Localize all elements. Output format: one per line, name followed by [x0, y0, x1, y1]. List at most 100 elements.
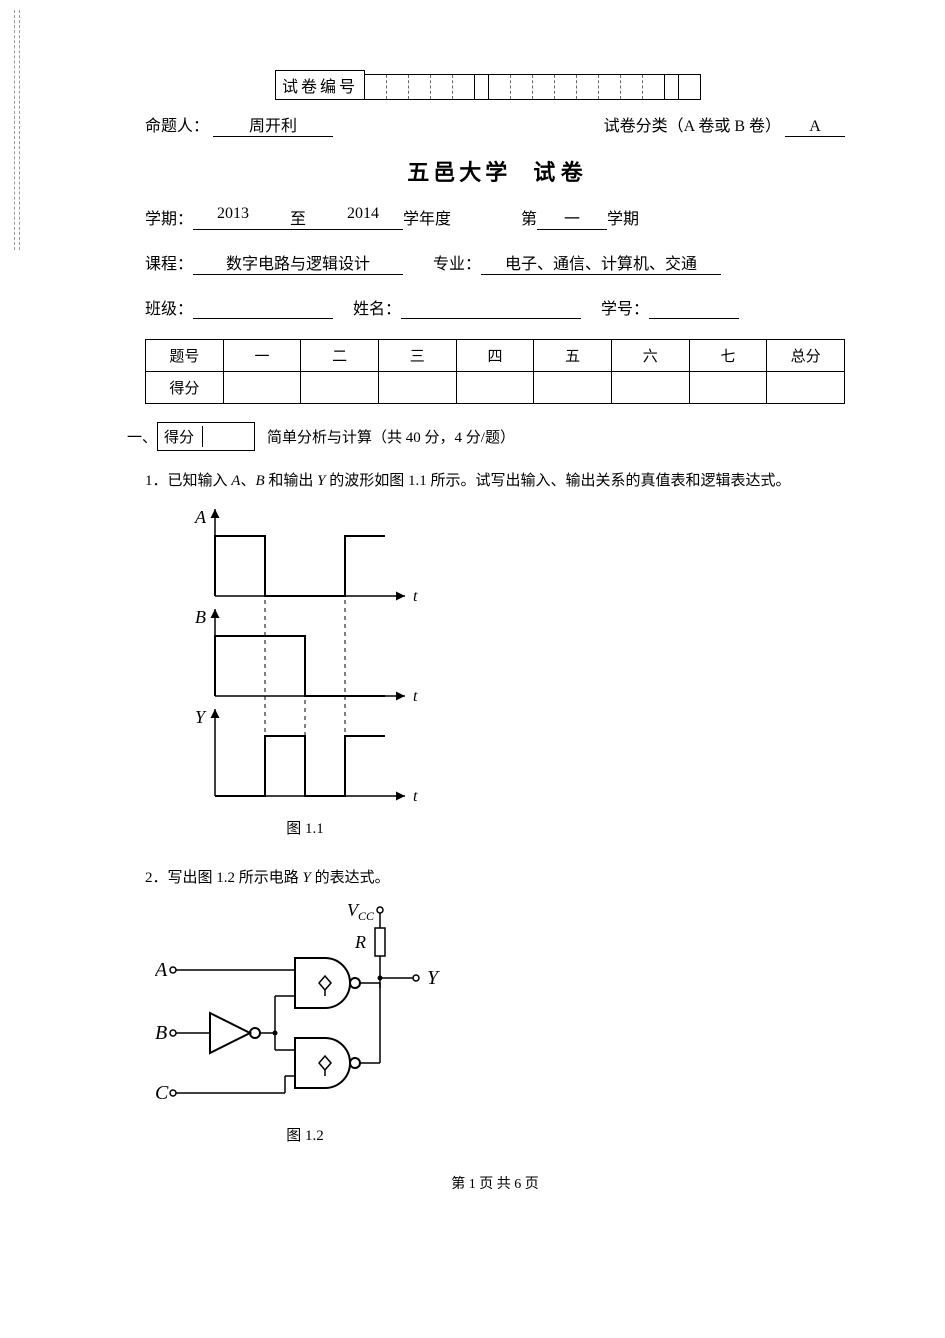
id-field[interactable]	[649, 295, 739, 319]
code-cell[interactable]	[679, 75, 701, 99]
output-terminal-icon	[413, 975, 419, 981]
question-2: 2．写出图 1.2 所示电路 Y 的表达式。	[145, 866, 845, 890]
code-cell[interactable]	[453, 75, 475, 99]
score-cell[interactable]	[534, 372, 612, 404]
score-cell[interactable]	[301, 372, 379, 404]
input-terminal-icon	[170, 1090, 176, 1096]
figure-1-1: A t B t Y t 图 1.1	[175, 501, 845, 838]
major-name: 电子、通信、计算机、交通	[481, 250, 721, 275]
author-block: 命题人： 周开利	[145, 112, 333, 137]
not-gate-icon	[210, 1013, 260, 1053]
score-cell[interactable]	[223, 372, 301, 404]
input-b-label: B	[155, 1022, 167, 1044]
section-header: 一、 得分 简单分析与计算（共 40 分，4 分/题）	[127, 422, 845, 451]
paper-code-row: 试卷编号	[275, 70, 845, 100]
class-label: 班级：	[145, 295, 193, 319]
mini-box-label: 得分	[164, 426, 203, 447]
q2-text: 2．写出图 1.2 所示电路	[145, 870, 303, 886]
ord-label: 第	[521, 205, 537, 230]
course-label: 课程：	[145, 250, 193, 275]
q1-mid: 和输出	[265, 473, 318, 489]
code-cell[interactable]	[643, 75, 665, 99]
year-to: 2014	[323, 205, 403, 230]
code-gap	[475, 75, 489, 99]
var-y: Y	[303, 870, 311, 886]
col-head: 七	[689, 340, 767, 372]
term-unit: 学期	[607, 205, 639, 230]
input-terminal-icon	[170, 1030, 176, 1036]
class-field[interactable]	[193, 295, 333, 319]
nand-gate-top-icon	[295, 958, 360, 1008]
name-label: 姓名：	[353, 295, 401, 319]
mini-score-field[interactable]	[203, 426, 248, 447]
score-cell[interactable]	[456, 372, 534, 404]
term-label: 学期：	[145, 205, 193, 230]
input-c-label: C	[155, 1082, 169, 1104]
page-footer: 第 1 页 共 6 页	[145, 1173, 845, 1193]
q2-suffix: 的表达式。	[311, 870, 390, 886]
code-cell[interactable]	[409, 75, 431, 99]
code-gap	[665, 75, 679, 99]
q1-suffix: 的波形如图 1.1 所示。试写出输入、输出关系的真值表和逻辑表达式。	[325, 473, 790, 489]
code-cell[interactable]	[577, 75, 599, 99]
section-title: 简单分析与计算（共 40 分，4 分/题）	[267, 426, 515, 447]
waveform-svg: A t B t Y t	[175, 501, 435, 811]
axis-label-t: t	[413, 788, 418, 805]
code-cell[interactable]	[599, 75, 621, 99]
score-cell[interactable]	[689, 372, 767, 404]
semester-line: 学期： 2013 至 2014 学年度 第 一 学期	[145, 205, 845, 230]
code-cell[interactable]	[621, 75, 643, 99]
code-cells-group1	[365, 74, 701, 100]
ord-value: 一	[537, 205, 607, 230]
code-cell[interactable]	[533, 75, 555, 99]
col-head: 四	[456, 340, 534, 372]
axis-label-y: Y	[195, 707, 207, 727]
code-label: 试卷编号	[275, 70, 365, 100]
col-head: 一	[223, 340, 301, 372]
col-head: 三	[378, 340, 456, 372]
exam-word: 试 卷	[533, 160, 583, 185]
input-terminal-icon	[170, 967, 176, 973]
col-head: 五	[534, 340, 612, 372]
code-cell[interactable]	[555, 75, 577, 99]
input-a-label: A	[155, 959, 168, 981]
code-cell[interactable]	[431, 75, 453, 99]
binding-margin	[14, 10, 20, 250]
score-mini-box: 得分	[157, 422, 255, 451]
university-name: 五邑大学	[407, 160, 511, 185]
col-head: 总分	[767, 340, 845, 372]
course-line: 课程： 数字电路与逻辑设计 专业： 电子、通信、计算机、交通	[145, 250, 845, 275]
axis-label-a: A	[194, 507, 207, 527]
code-cell[interactable]	[387, 75, 409, 99]
name-field[interactable]	[401, 295, 581, 319]
waveform-a: A t	[194, 507, 418, 605]
score-table: 题号 一 二 三 四 五 六 七 总分 得分	[145, 339, 845, 404]
code-cell[interactable]	[365, 75, 387, 99]
score-cell[interactable]	[378, 372, 456, 404]
fig-1-2-caption: 图 1.2	[155, 1124, 455, 1145]
score-cell[interactable]	[767, 372, 845, 404]
score-cell[interactable]	[611, 372, 689, 404]
resistor-label: R	[354, 932, 366, 952]
page-title: 五邑大学 试 卷	[145, 155, 845, 187]
figure-1-2: VCC R Y	[155, 898, 845, 1145]
code-cell[interactable]	[511, 75, 533, 99]
code-cell[interactable]	[489, 75, 511, 99]
circuit-svg: VCC R Y	[155, 898, 455, 1118]
section-number: 一、	[127, 426, 157, 447]
resistor-icon	[375, 928, 385, 956]
col-head: 二	[301, 340, 379, 372]
axis-label-t: t	[413, 588, 418, 605]
author-label: 命题人：	[145, 118, 209, 135]
id-label: 学号：	[601, 295, 649, 319]
vcc-terminal-icon	[377, 907, 383, 913]
fig-1-1-caption: 图 1.1	[175, 817, 435, 838]
nand-gate-bottom-icon	[295, 1038, 360, 1088]
student-line: 班级： 姓名： 学号：	[145, 295, 845, 319]
footer-prefix: 第	[451, 1177, 469, 1192]
to-label: 至	[273, 205, 323, 230]
question-1: 1．已知输入 A、B 和输出 Y 的波形如图 1.1 所示。试写出输入、输出关系…	[145, 469, 845, 493]
paper-class-value: A	[785, 118, 845, 137]
paper-class-label: 试卷分类（A 卷或 B 卷）	[604, 118, 781, 135]
q1-sep: 、	[240, 473, 255, 489]
